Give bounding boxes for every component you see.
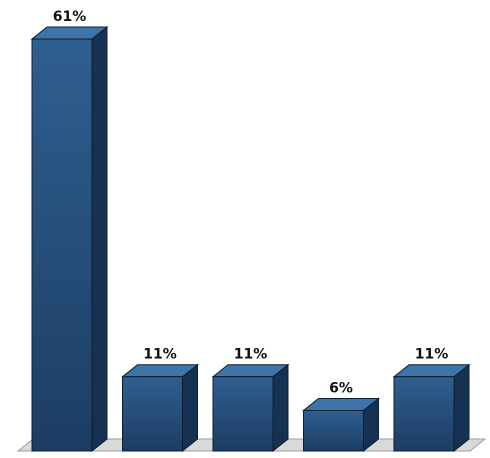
data-label-4: 6% [329, 380, 353, 396]
bar-front [393, 376, 455, 452]
bar-front [122, 376, 183, 452]
bar-front [31, 38, 93, 452]
bar-1 [30, 25, 109, 453]
bar-side [453, 363, 470, 453]
bar-front [303, 409, 364, 452]
data-label-5: 11% [415, 347, 449, 363]
bar-side [182, 363, 198, 453]
data-label-1: 61% [53, 9, 87, 25]
bars-group [30, 25, 471, 453]
bar-3 [211, 363, 290, 453]
bar-5 [392, 363, 471, 453]
data-labels-group: 61% 11% 11% 6% 11% [53, 9, 449, 396]
bar-4 [302, 397, 380, 453]
bar-front [212, 376, 274, 452]
bar-side [91, 25, 108, 453]
data-label-2: 11% [143, 347, 177, 363]
bar-side [272, 363, 289, 453]
data-label-3: 11% [234, 347, 268, 363]
bar-2 [121, 363, 199, 453]
